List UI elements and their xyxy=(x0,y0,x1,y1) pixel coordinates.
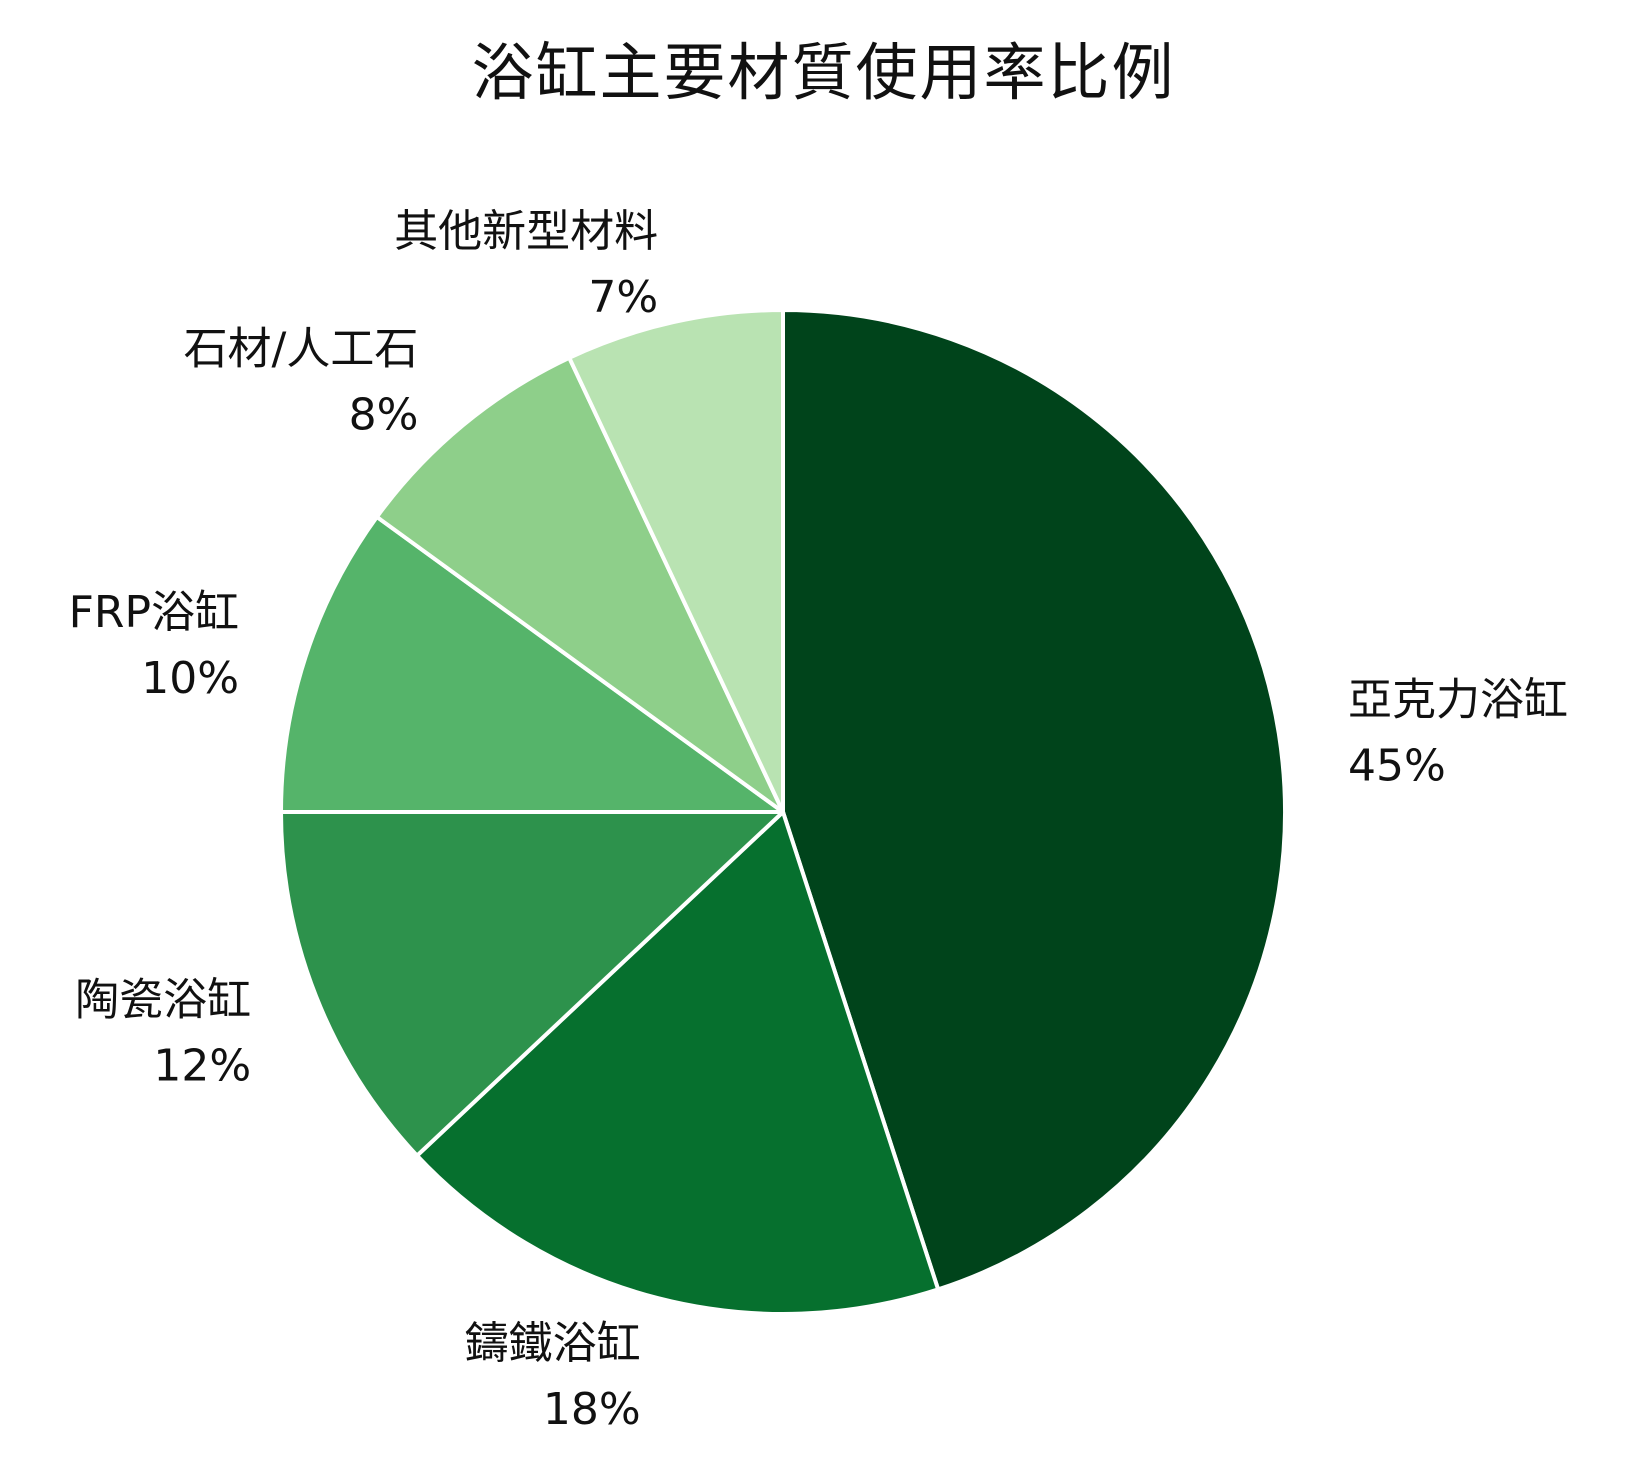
pie-slice xyxy=(781,308,1287,1292)
slice-category-label: 其他新型材料 xyxy=(394,206,658,257)
slice-value-label: 18% xyxy=(543,1384,641,1435)
slice-value-label: 10% xyxy=(141,653,239,704)
pie-slice xyxy=(279,810,785,1158)
slice-value-label: 8% xyxy=(349,389,419,440)
pie-slice xyxy=(415,810,941,1316)
slice-value-label: 7% xyxy=(588,272,658,323)
slice-category-label: 石材/人工石 xyxy=(184,323,419,374)
slice-label-group: 亞克力浴缸 45% xyxy=(1348,675,1568,792)
slice-label-group: 其他新型材料 7% xyxy=(394,206,658,323)
slice-value-label: 12% xyxy=(153,1041,251,1092)
pie-slice xyxy=(374,355,785,814)
slice-label-group: 石材/人工石 8% xyxy=(184,323,419,440)
slice-category-label: 亞克力浴缸 xyxy=(1348,675,1568,726)
slice-category-label: FRP浴缸 xyxy=(69,587,239,638)
slice-label-group: 陶瓷浴缸 12% xyxy=(75,975,251,1092)
slice-category-label: 陶瓷浴缸 xyxy=(75,975,251,1026)
slice-category-label: 鑄鐵浴缸 xyxy=(465,1318,641,1369)
slice-label-group: FRP浴缸 10% xyxy=(69,587,239,704)
slice-value-label: 45% xyxy=(1348,741,1446,792)
chart-title: 浴缸主要材質使用率比例 xyxy=(471,36,1176,109)
pie-slice xyxy=(279,514,785,814)
pie-slice xyxy=(567,308,785,814)
slice-label-group: 鑄鐵浴缸 18% xyxy=(465,1318,641,1435)
